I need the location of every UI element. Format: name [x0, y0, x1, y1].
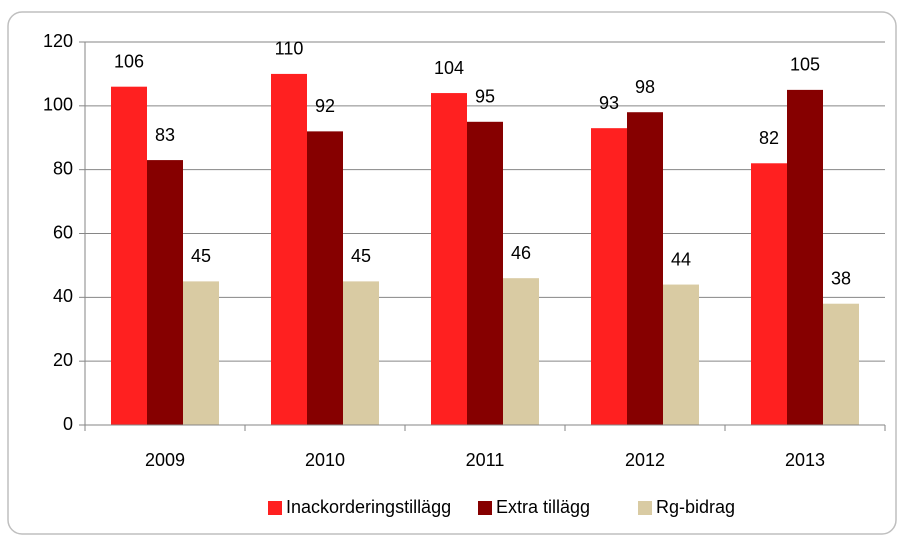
data-label: 45 — [351, 246, 371, 266]
x-tick-label: 2010 — [305, 450, 345, 470]
data-label: 46 — [511, 243, 531, 263]
x-tick-label: 2012 — [625, 450, 665, 470]
legend-label: Extra tillägg — [496, 497, 590, 517]
data-label: 45 — [191, 246, 211, 266]
bar — [467, 121, 503, 426]
data-label: 98 — [635, 77, 655, 97]
x-tick-label: 2009 — [145, 450, 185, 470]
data-label: 44 — [671, 249, 691, 269]
bar — [111, 86, 147, 425]
y-tick-label: 20 — [53, 350, 73, 370]
data-label: 82 — [759, 128, 779, 148]
data-label: 92 — [315, 96, 335, 116]
y-tick-label: 40 — [53, 286, 73, 306]
bar — [627, 112, 663, 425]
legend-swatch — [268, 501, 282, 515]
bar — [147, 160, 183, 425]
y-tick-label: 120 — [43, 31, 73, 51]
bar — [343, 281, 379, 425]
bar — [307, 131, 343, 425]
bar — [591, 128, 627, 426]
data-label: 104 — [434, 58, 464, 78]
bar — [431, 93, 467, 426]
legend-label: Rg-bidrag — [656, 497, 735, 517]
data-label: 106 — [114, 51, 144, 71]
bar — [787, 89, 823, 425]
legend-swatch — [478, 501, 492, 515]
data-label: 38 — [831, 268, 851, 288]
y-tick-label: 80 — [53, 158, 73, 178]
y-tick-label: 100 — [43, 95, 73, 115]
data-label: 110 — [275, 39, 304, 59]
bar — [503, 278, 539, 425]
x-tick-label: 2013 — [785, 450, 825, 470]
data-label: 95 — [475, 87, 495, 107]
legend-swatch — [638, 501, 652, 515]
bar — [823, 303, 859, 425]
x-tick-label: 2011 — [466, 450, 505, 470]
bar — [751, 163, 787, 426]
bar — [271, 73, 307, 426]
bar — [663, 284, 699, 425]
data-label: 93 — [599, 93, 619, 113]
legend-label: Inackorderingstillägg — [286, 497, 451, 517]
y-tick-label: 60 — [53, 222, 73, 242]
y-tick-label: 0 — [63, 414, 73, 434]
data-label: 105 — [790, 55, 820, 75]
bar — [183, 281, 219, 425]
data-label: 83 — [155, 125, 175, 145]
